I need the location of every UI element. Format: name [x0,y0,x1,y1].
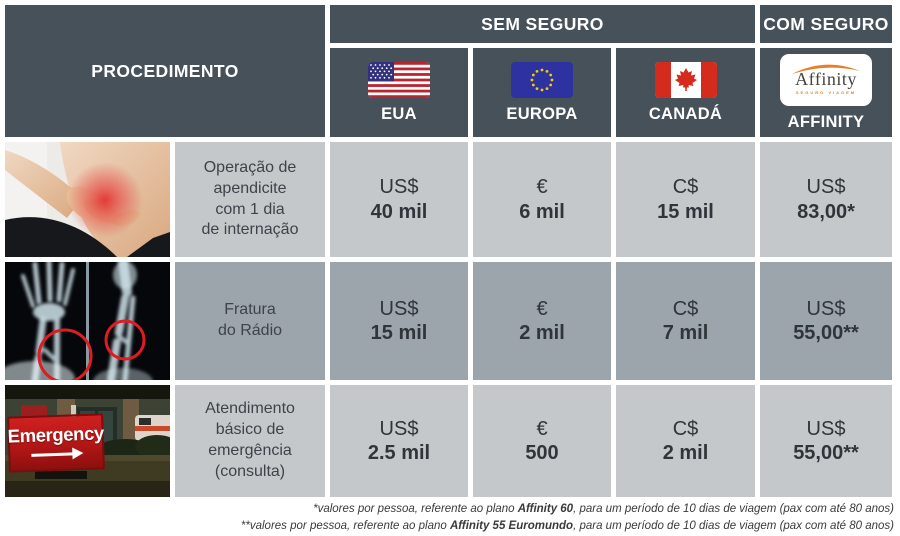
canada-flag-icon [654,61,717,98]
sem-seguro-label: SEM SEGURO [481,13,604,34]
cost-fracture-europa: € 2 mil [473,262,611,380]
footnote-1: *valores por pessoa, referente ao plano … [313,503,894,515]
emergency-sign-text: Emergency [7,422,105,447]
column-header-eua: EUA [330,48,468,137]
wrist-xray-photo [5,262,170,380]
affinity-label: AFFINITY [787,112,865,131]
cost-appendicitis-eua: US$ 40 mil [330,142,468,257]
cost-emergency-canada: C$ 2 mil [616,385,755,497]
eu-flag-icon [511,61,573,98]
footnotes: *valores por pessoa, referente ao plano … [0,501,894,534]
usa-flag-icon [368,61,430,98]
emergency-sign: Emergency [7,413,105,473]
emergency-entrance-photo: Emergency [5,385,170,497]
footnote-2: **valores por pessoa, referente ao plano… [240,519,894,532]
arrow-right-icon [29,447,83,461]
affinity-tagline-text: SEGURO VIAGEM [795,90,857,95]
fracture-circle-left [37,328,93,380]
procedure-name-appendicitis: Operação de apendicite com 1 dia de inte… [175,142,325,257]
group-header-sem-seguro: SEM SEGURO [330,5,755,43]
affinity-brand-text: Affinity [795,69,857,89]
com-seguro-label: COM SEGURO [763,13,889,34]
procedure-name-fracture: Fratura do Rádio [175,262,325,380]
cost-emergency-eua: US$ 2.5 mil [330,385,468,497]
cost-fracture-affinity: US$ 55,00** [760,262,892,380]
eua-label: EUA [381,104,417,123]
column-header-affinity: Affinity SEGURO VIAGEM AFFINITY [760,48,892,137]
fracture-circle-right [104,319,146,361]
procedure-name-emergency: Atendimento básico de emergência (consul… [175,385,325,497]
procedure-header-label: PROCEDIMENTO [91,60,239,81]
pricing-table: PROCEDIMENTO SEM SEGURO COM SEGURO [5,5,892,497]
cost-appendicitis-canada: C$ 15 mil [616,142,755,257]
cost-appendicitis-europa: € 6 mil [473,142,611,257]
europa-label: EUROPA [506,104,578,123]
column-header-europa: EUROPA [473,48,611,137]
cost-fracture-canada: C$ 7 mil [616,262,755,380]
affinity-logo: Affinity SEGURO VIAGEM [780,53,872,106]
procedure-column-header: PROCEDIMENTO [5,5,325,137]
cost-emergency-affinity: US$ 55,00** [760,385,892,497]
cost-appendicitis-affinity: US$ 83,00* [760,142,892,257]
column-header-canada: CANADÁ [616,48,755,137]
cost-fracture-eua: US$ 15 mil [330,262,468,380]
group-header-com-seguro: COM SEGURO [760,5,892,43]
canada-label: CANADÁ [648,104,723,123]
appendicitis-photo [5,142,170,257]
cost-emergency-europa: € 500 [473,385,611,497]
affinity-swoosh-icon [792,64,860,74]
